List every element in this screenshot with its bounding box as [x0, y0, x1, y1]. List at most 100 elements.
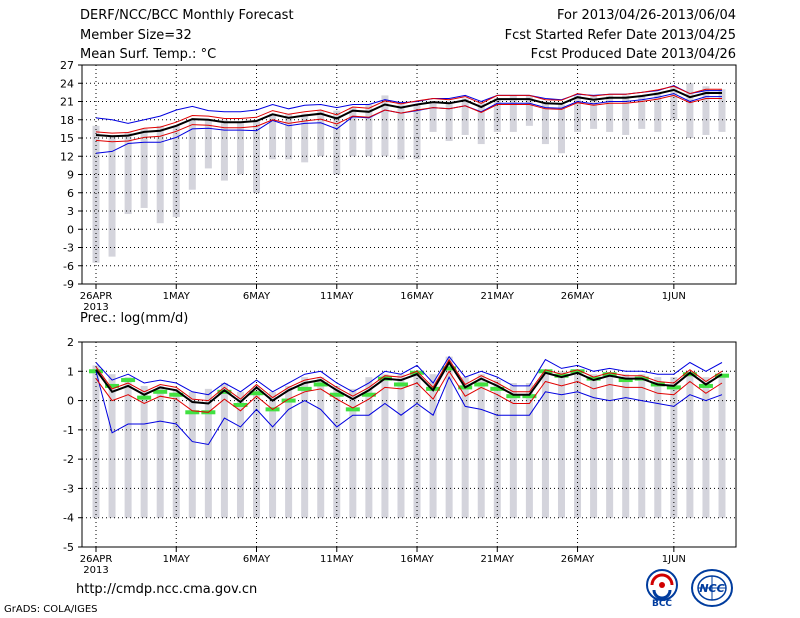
prec-climatology-bar [525, 383, 533, 518]
temp-climatology-bar [654, 92, 662, 132]
prec-climatology-bar [236, 391, 244, 518]
temp-climatology-bar [156, 125, 164, 224]
chart-title: DERF/NCC/BCC Monthly Forecast [80, 8, 294, 23]
prec-climatology-bar [172, 388, 180, 518]
prec-y-tick-label: -4 [63, 512, 74, 525]
temp-y-tick-label: -9 [63, 278, 74, 291]
temp-x-tick-label: 16MAY [400, 291, 434, 302]
prec-climatology-bar [590, 374, 598, 518]
temp-climatology-bar [253, 119, 261, 193]
prec-climatology-bar [269, 391, 277, 518]
grads-credit: GrADS: COLA/IGES [4, 604, 98, 615]
prec-y-tick-label: 1 [67, 365, 74, 378]
temp-climatology-bar [557, 104, 565, 154]
prec-climatology-bar [670, 377, 678, 518]
ncc-logo-text: NCC [699, 582, 724, 595]
prec-x-tick-year: 2013 [83, 565, 108, 576]
temp-x-tick-label: 1MAY [163, 291, 191, 302]
temp-climatology-bar [140, 128, 148, 208]
variable-label: Mean Surf. Temp.: °C [80, 47, 217, 62]
temp-climatology-bar [541, 101, 549, 145]
prec-climatology-bar [317, 377, 325, 518]
temp-climatology-bar [461, 98, 469, 135]
temp-y-tick-label: -6 [63, 260, 74, 273]
prec-spread-upper-line [95, 358, 723, 402]
temp-x-tick-label: 21MAY [481, 291, 515, 302]
prec-climatology-bar [140, 385, 148, 518]
prec-climatology-bar [493, 380, 501, 518]
forecast-period-label: For 2013/04/26-2013/06/04 [557, 8, 736, 23]
temp-y-tick-label: 6 [67, 187, 74, 200]
prec-climatology-bar [333, 385, 341, 518]
temp-climatology-bar [269, 113, 277, 160]
prec-x-tick-label: 26MAY [561, 554, 595, 565]
temp-climatology-bar [718, 89, 726, 132]
prec-climatology-bar [365, 377, 373, 518]
prec-climatology-bar [220, 383, 228, 518]
temp-climatology-bar [220, 119, 228, 181]
temp-climatology-bar [188, 119, 196, 190]
prec-x-tick-label: 21MAY [481, 554, 515, 565]
prec-climatology-bar [397, 374, 405, 518]
temp-climatology-bar [381, 95, 389, 157]
prec-climatology-bar [204, 388, 212, 518]
prec-climatology-bar [702, 377, 710, 518]
temp-climatology-bar [622, 95, 630, 135]
prec-plot-frame [81, 341, 737, 548]
temp-y-tick-label: 18 [60, 114, 74, 127]
prec-max-envelope-line [95, 355, 723, 396]
temp-y-tick-label: 27 [60, 59, 74, 72]
prec-climatology-bar [253, 385, 261, 518]
prec-climatology-bar [349, 388, 357, 518]
prec-climatology-bar [124, 377, 132, 518]
temp-climatology-bar [525, 95, 533, 126]
temp-climatology-bar [236, 122, 244, 175]
temp-climatology-bar [397, 101, 405, 160]
temp-climatology-bar [365, 104, 373, 157]
prec-climatology-bar [285, 385, 293, 518]
temp-x-tick-label: 11MAY [320, 291, 354, 302]
temp-climatology-bar [638, 95, 646, 129]
source-url-link[interactable]: http://cmdp.ncc.cma.gov.cn [76, 582, 258, 597]
prec-climatology-bar [188, 391, 196, 518]
temp-x-tick-label: 26APR [80, 291, 113, 302]
prec-climatology-bar [429, 374, 437, 518]
temp-climatology-bar [509, 95, 517, 132]
temp-y-tick-label: -3 [63, 242, 74, 255]
prec-climatology-bar [654, 377, 662, 518]
prec-climatology-bar [92, 365, 100, 518]
prec-x-tick-label: 11MAY [320, 554, 354, 565]
temp-climatology-bar [590, 95, 598, 129]
temp-spread-lower-line [95, 94, 722, 143]
prec-climatology-bar [381, 374, 389, 518]
temp-y-tick-label: 12 [60, 150, 74, 163]
temp-x-tick-label: 1JUN [662, 291, 686, 302]
produced-date-label: Fcst Produced Date 2013/04/26 [530, 47, 736, 62]
temp-climatology-bar [606, 95, 614, 132]
prec-y-tick-label: 0 [67, 395, 74, 408]
temp-climatology-bar [686, 83, 694, 138]
prec-x-tick-label: 1JUN [662, 554, 686, 565]
prec-x-tick-label: 1MAY [163, 554, 191, 565]
temp-climatology-bar [670, 86, 678, 120]
temp-climatology-bar [204, 119, 212, 169]
temp-climatology-bar [92, 125, 100, 263]
prec-y-tick-label: -5 [63, 541, 74, 554]
temp-climatology-bar [445, 101, 453, 142]
temp-x-tick-year: 2013 [83, 302, 108, 313]
temp-x-tick-label: 6MAY [243, 291, 271, 302]
temp-ensemble-mean-line [95, 88, 722, 138]
temp-y-tick-label: 9 [67, 169, 74, 182]
prec-climatology-bar [445, 356, 453, 518]
prec-x-tick-label: 6MAY [243, 554, 271, 565]
temp-x-tick-label: 26MAY [561, 291, 595, 302]
temp-plot-frame [81, 64, 737, 285]
prec-y-tick-label: -2 [63, 453, 74, 466]
prec-climatology-bar [622, 374, 630, 518]
temp-climatology-bar [124, 131, 132, 215]
prec-climatology-bar [301, 377, 309, 518]
prec-min-envelope-line [95, 371, 723, 446]
temp-climatology-bar [493, 98, 501, 132]
prec-climatology-bar [413, 371, 421, 518]
